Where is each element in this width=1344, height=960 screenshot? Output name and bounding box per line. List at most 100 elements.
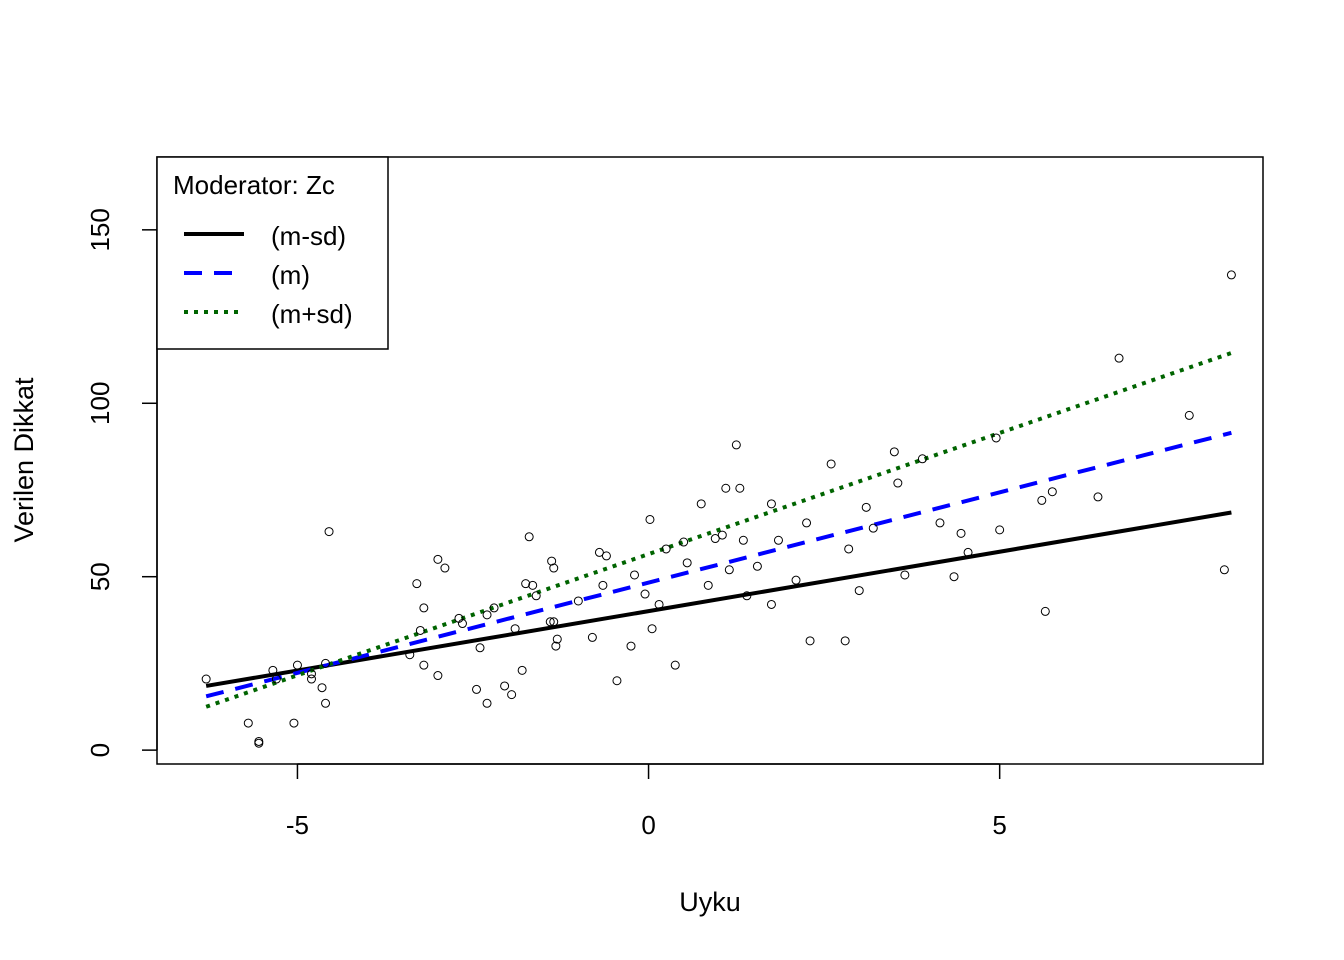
scatter-point [289, 718, 299, 728]
scatter-point [640, 589, 650, 599]
scatter-point [868, 523, 878, 533]
scatter-point [661, 544, 671, 554]
scatter-point [489, 603, 499, 613]
scatter-point [433, 554, 443, 564]
x-axis: -5 0 5 [286, 763, 1007, 840]
scatter-point [682, 558, 692, 568]
scatter-point [549, 617, 559, 627]
scatter-point [587, 632, 597, 642]
scatter-point [549, 563, 559, 573]
y-tick-label: 0 [85, 743, 115, 757]
scatter-point [601, 551, 611, 561]
scatter-point [724, 565, 734, 575]
scatter-point [917, 454, 927, 464]
scatter-point [1226, 270, 1236, 280]
line-series-2 [205, 351, 1233, 709]
scatter-point [419, 603, 429, 613]
scatter-point [889, 447, 899, 457]
legend-label-m-plus-sd: (m+sd) [271, 299, 353, 329]
scatter-point [1047, 487, 1057, 497]
scatter-point [440, 563, 450, 573]
scatter-point [306, 674, 316, 684]
scatter-point [321, 658, 331, 668]
scatter-point [419, 660, 429, 670]
x-tick-label: -5 [286, 810, 309, 840]
scatter-point [1219, 565, 1229, 575]
scatter-point [254, 736, 264, 746]
scatter-point [630, 570, 640, 580]
scatter-point [507, 690, 517, 700]
scatter-points [201, 270, 1236, 748]
scatter-point [900, 570, 910, 580]
scatter-point [861, 502, 871, 512]
scatter-point [710, 534, 720, 544]
scatter-point [317, 683, 327, 693]
scatter-point [670, 660, 680, 670]
x-axis-title: Uyku [679, 887, 741, 917]
scatter-point [545, 617, 555, 627]
scatter-point [766, 499, 776, 509]
legend-label-m-sd: (m-sd) [271, 221, 346, 251]
scatter-point [731, 440, 741, 450]
scatter-point [956, 528, 966, 538]
scatter-point [935, 518, 945, 528]
scatter-point [510, 624, 520, 634]
scatter-point [752, 561, 762, 571]
y-axis: 0 50 100 150 [85, 208, 158, 757]
scatter-point [412, 579, 422, 589]
scatter-point [475, 643, 485, 653]
scatter-point [735, 483, 745, 493]
scatter-point [679, 537, 689, 547]
scatter-point [717, 530, 727, 540]
scatter-point [854, 586, 864, 596]
line-series-0 [205, 510, 1232, 688]
scatter-point [696, 499, 706, 509]
scatter-point [324, 527, 334, 537]
x-tick-label: 5 [992, 810, 1006, 840]
scatter-point [268, 665, 278, 675]
scatter-point [654, 599, 664, 609]
scatter-point [645, 514, 655, 524]
scatter-point [415, 625, 425, 635]
scatter-point [626, 641, 636, 651]
scatter-point [802, 518, 812, 528]
scatter-point [405, 650, 415, 660]
scatter-point [1037, 495, 1047, 505]
scatter-point [243, 718, 253, 728]
scatter-point [271, 674, 281, 684]
scatter-point [742, 591, 752, 601]
scatter-point [254, 738, 264, 748]
scatter-point [1114, 353, 1124, 363]
scatter-point [517, 665, 527, 675]
y-axis-title: Verilen Dikkat [9, 377, 39, 543]
scatter-point [292, 660, 302, 670]
scatter-point [482, 610, 492, 620]
scatter-point [528, 580, 538, 590]
scatter-point [840, 636, 850, 646]
scatter-point [573, 596, 583, 606]
y-tick-label: 100 [85, 382, 115, 425]
scatter-point [991, 433, 1001, 443]
scatter-point [457, 619, 467, 629]
scatter-point [482, 698, 492, 708]
scatter-point [995, 525, 1005, 535]
scatter-point [547, 556, 557, 566]
legend-label-m: (m) [271, 260, 310, 290]
scatter-point [791, 575, 801, 585]
regression-lines [205, 351, 1233, 709]
y-tick-label: 50 [85, 562, 115, 591]
scatter-point [594, 547, 604, 557]
legend: Moderator: Zc (m-sd) (m) (m+sd) [156, 156, 389, 350]
x-tick-label: 0 [641, 810, 655, 840]
scatter-point [521, 579, 531, 589]
scatter-point [321, 698, 331, 708]
scatter-point [949, 572, 959, 582]
scatter-point [433, 671, 443, 681]
scatter-point [773, 535, 783, 545]
scatter-point [524, 532, 534, 542]
scatter-point [766, 599, 776, 609]
scatter-point [598, 580, 608, 590]
scatter-point [703, 580, 713, 590]
scatter-point [201, 674, 211, 684]
